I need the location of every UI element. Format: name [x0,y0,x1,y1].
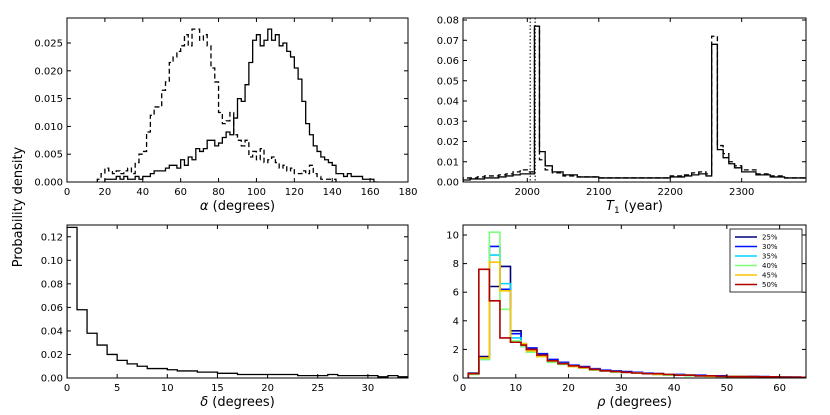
x-tick-label: 25 [311,383,324,394]
t1-histogram-panel: 2000 2100 2200 2300 0.00 0.01 0.02 0.03 0.04 0.05… [437,16,807,216]
x-tick-label: 20 [261,383,274,394]
x-tick-label: 120 [285,187,304,198]
x-tick-label: 160 [361,187,380,198]
x-tick-label: 2300 [729,187,754,198]
y-tick-label: 0.08 [437,16,459,27]
x-tick-label: 140 [323,187,342,198]
x-tick-label: 100 [247,187,266,198]
y-tick-label: 0.015 [34,94,63,105]
x-tick-label: 180 [398,187,417,198]
y-tick-label: 0.02 [437,137,459,148]
plot-area [96,28,378,182]
x-tick-label: 30 [362,383,375,394]
x-axis-subscript: 1 [614,206,620,216]
y-tick-label: 0.04 [437,97,459,108]
y-tick-label: 0.08 [41,279,63,290]
y-tick-label: 0.12 [41,232,63,243]
series-50pct [467,268,806,378]
x-axis-unit: (degrees) [208,395,275,410]
x-axis-symbol: α [200,199,209,214]
x-tick-label: 40 [136,187,149,198]
y-tick-label: 8 [453,259,459,270]
axes-frame [66,224,409,379]
y-tick-label: 0.03 [437,117,459,128]
y-tick-label: 6 [453,288,459,299]
x-tick-label: 50 [720,383,733,394]
y-tick-label: 0.02 [41,350,63,361]
legend-label: 40% [762,262,778,270]
x-tick-label: 80 [212,187,225,198]
x-tick-label: 15 [211,383,224,394]
plot-area [467,231,806,378]
alpha-histogram-panel: 0 20 40 60 80 100 120 140 160 180 0.000 0.005 0.010 0… [34,17,418,214]
series-dashed [463,25,806,182]
legend-label: 25% [762,234,778,242]
y-tick-label: 0.07 [437,36,459,47]
y-tick-label: 4 [453,316,459,327]
x-axis-unit: (year) [620,199,663,214]
x-axis-symbol: T [606,199,615,214]
y-tick-label: 0.04 [41,326,63,337]
rho-histogram-panel: 0 10 20 30 40 50 60 0 2 4 6 8 10 ρ (degrees) 25%30% 35%… [446,224,807,410]
x-tick-label: 0 [64,187,70,198]
y-tick-label: 0.000 [34,178,63,189]
y-tick-label: 0.010 [34,122,63,133]
x-axis-label: T1 (year) [606,199,663,216]
x-tick-label: 60 [174,187,187,198]
y-tick-label: 0.05 [437,76,459,87]
y-tick-label: 10 [446,231,459,242]
series-solid [463,25,806,182]
y-tick-label: 0.00 [437,178,459,189]
y-tick-label: 0.10 [41,256,63,267]
legend: 25%30% 35%40% 45%50% [729,228,803,293]
x-tick-label: 20 [99,187,112,198]
x-axis-symbol: δ [200,395,208,410]
series-solid [104,28,378,182]
y-tick-label: 0.020 [34,66,63,77]
axes-frame [462,224,807,379]
x-tick-label: 10 [509,383,522,394]
y-tick-label: 0 [453,374,459,385]
legend-box [729,228,803,293]
x-tick-label: 60 [773,383,786,394]
y-tick-label: 0.005 [34,150,63,161]
x-tick-label: 2100 [586,187,611,198]
x-axis-label: δ (degrees) [200,395,275,410]
x-tick-label: 5 [114,383,120,394]
y-tick-label: 0.025 [34,39,63,50]
y-tick-label: 2 [453,345,459,356]
x-axis-symbol: ρ [597,395,606,410]
y-tick-label: 0.06 [437,56,459,67]
x-axis-unit: (degrees) [208,199,275,214]
legend-label: 30% [762,243,778,251]
series-solid [67,226,408,378]
axes-frame [66,17,409,183]
legend-label: 35% [762,253,778,261]
x-tick-label: 30 [615,383,628,394]
y-tick-label: 0.01 [437,157,459,168]
x-tick-label: 0 [460,383,466,394]
legend-label: 50% [762,281,778,289]
x-tick-label: 10 [161,383,174,394]
y-tick-label: 0.00 [41,374,63,385]
y-axis-label: Probability density [11,146,26,267]
x-axis-unit: (degrees) [605,395,672,410]
x-tick-label: 40 [668,383,681,394]
x-tick-label: 2000 [515,187,540,198]
series-dashed [96,28,340,182]
x-tick-label: 0 [64,383,70,394]
x-tick-label: 20 [562,383,575,394]
legend-label: 45% [762,272,778,280]
axes-frame [462,17,807,183]
y-tick-label: 0.06 [41,303,63,314]
x-axis-label: α (degrees) [200,199,275,214]
x-axis-label: ρ (degrees) [597,395,672,410]
delta-histogram-panel: 0 5 10 15 20 25 30 0.00 0.02 0.04 0.06 0.08 0.10 0.12… [41,224,409,410]
plot-area [463,18,806,182]
x-tick-label: 2200 [658,187,683,198]
plot-area [67,226,408,378]
